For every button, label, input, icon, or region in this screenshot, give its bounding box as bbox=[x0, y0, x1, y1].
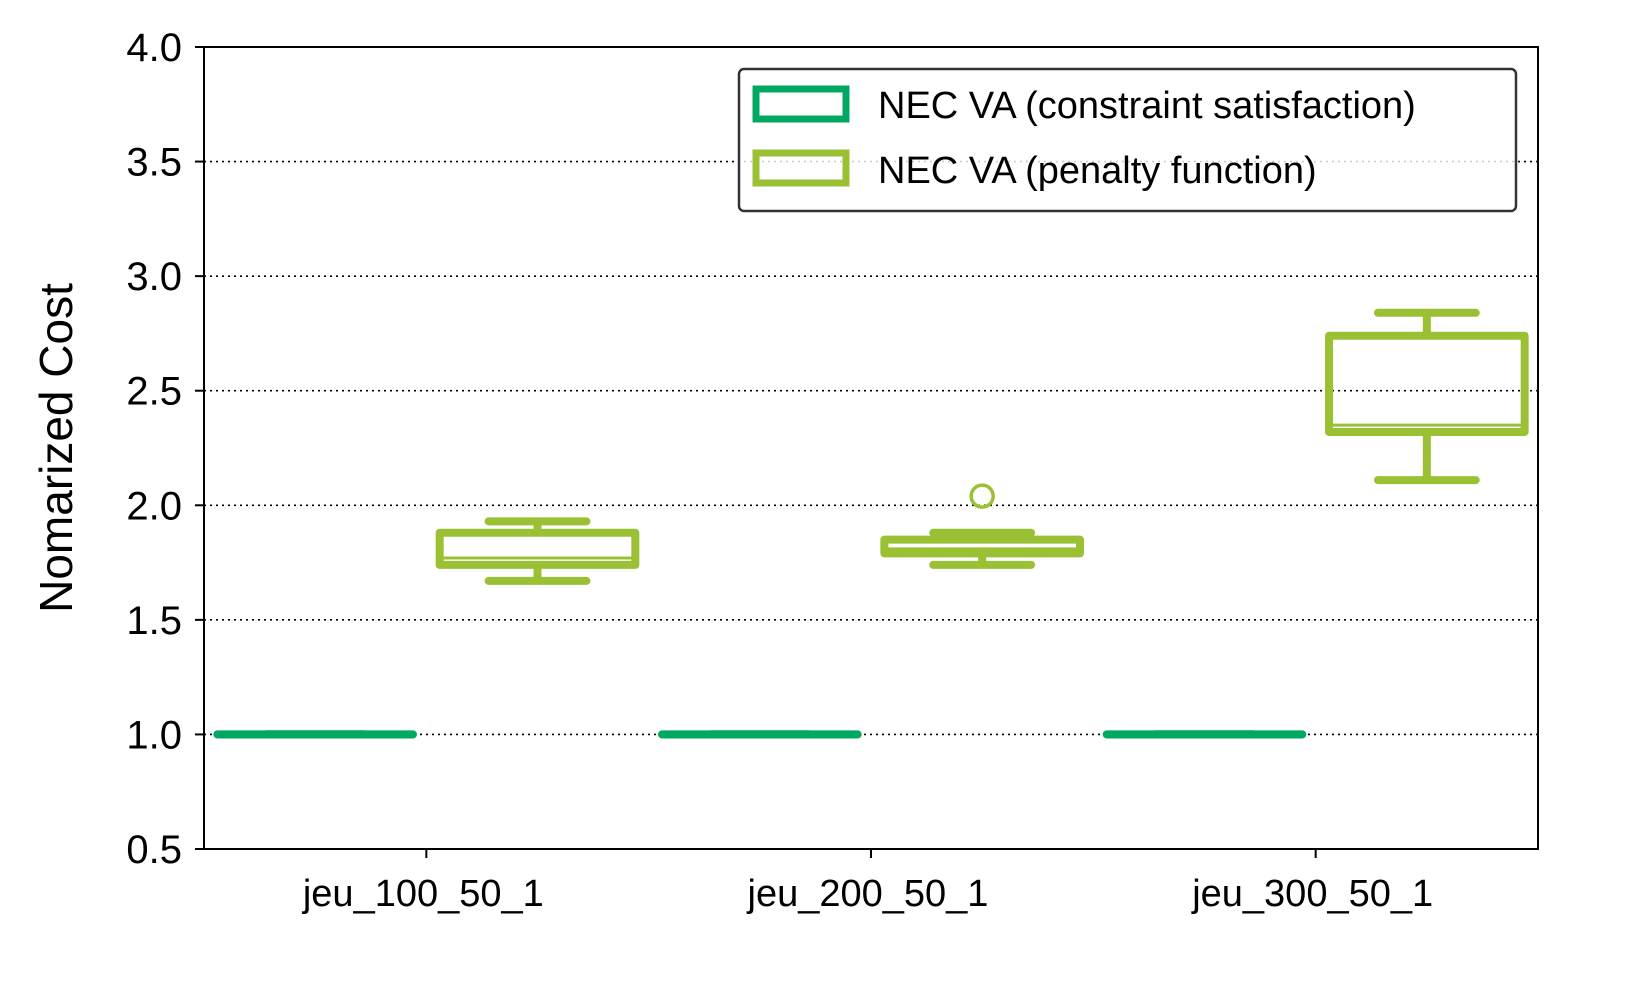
legend: NEC VA (constraint satisfaction) NEC VA … bbox=[737, 67, 1518, 213]
legend-patch-penalty-function bbox=[752, 149, 850, 187]
y-tick-label: 2.5 bbox=[126, 370, 182, 414]
legend-patch-constraint-satisfaction bbox=[752, 85, 850, 123]
box-iqr bbox=[435, 528, 640, 569]
box-plot-marks bbox=[213, 308, 1529, 739]
x-tick-label: jeu_200_50_1 bbox=[747, 873, 989, 915]
box-penalty-function-1 bbox=[880, 483, 1084, 569]
box-penalty-function-2 bbox=[1325, 308, 1529, 485]
y-tick-label: 3.0 bbox=[126, 255, 182, 299]
box-penalty-function-0 bbox=[435, 517, 640, 585]
y-axis-ticks: 0.5 1.0 1.5 2.0 2.5 3.0 3.5 4.0 bbox=[126, 26, 204, 872]
y-tick-label: 4.0 bbox=[126, 26, 182, 70]
y-tick-label: 1.5 bbox=[126, 599, 182, 643]
y-tick-label: 3.5 bbox=[126, 141, 182, 185]
x-tick-label: jeu_100_50_1 bbox=[302, 873, 544, 915]
x-axis-ticks: jeu_100_50_1 jeu_200_50_1 jeu_300_50_1 bbox=[302, 849, 1433, 915]
x-tick-label: jeu_300_50_1 bbox=[1191, 873, 1433, 915]
legend-frame bbox=[737, 67, 1518, 213]
legend-label-penalty-function: NEC VA (penalty function) bbox=[878, 150, 1317, 192]
legend-label-constraint-satisfaction: NEC VA (constraint satisfaction) bbox=[878, 85, 1416, 127]
y-tick-label: 1.0 bbox=[126, 713, 182, 757]
box-iqr bbox=[880, 535, 1084, 558]
y-tick-label: 2.0 bbox=[126, 484, 182, 528]
outlier-point bbox=[969, 483, 995, 509]
y-tick-label: 0.5 bbox=[126, 828, 182, 872]
y-axis-label: Nomarized Cost bbox=[30, 283, 82, 613]
box-iqr bbox=[1325, 331, 1529, 436]
grid-lines bbox=[204, 160, 1538, 736]
